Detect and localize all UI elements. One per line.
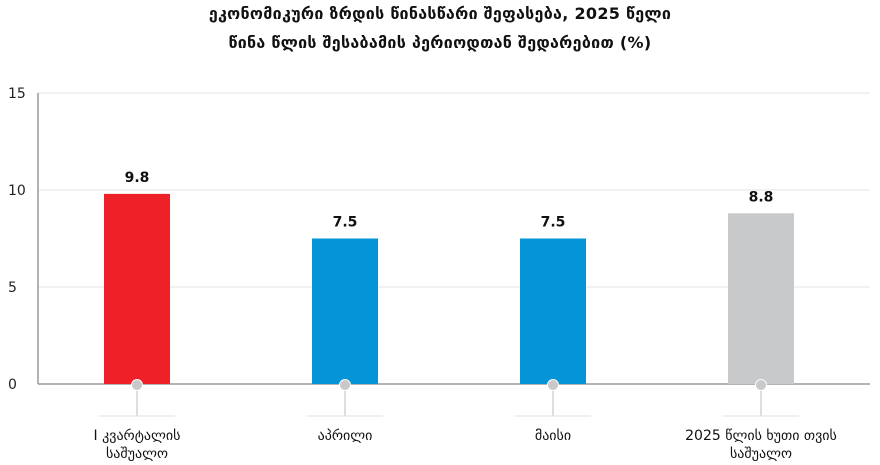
category-marker	[755, 379, 767, 391]
y-tick-label: 10	[8, 183, 26, 199]
x-tick-label: საშუალო	[106, 446, 168, 462]
bar	[520, 238, 586, 384]
x-tick-label: აპრილი	[318, 427, 373, 444]
data-label: 8.8	[749, 189, 774, 205]
x-tick-label: მაისი	[535, 428, 571, 444]
y-tick-label: 15	[8, 86, 26, 102]
x-tick-label: I კვარტალის	[94, 427, 181, 444]
chart-title-line-1: ეკონომიკური ზრდის წინასწარი შეფასება, 20…	[208, 4, 672, 23]
chart-title-line-2: წინა წლის შესაბამის პერიოდთან შედარებით …	[228, 33, 652, 52]
bar	[312, 238, 378, 384]
category-marker	[547, 379, 559, 391]
x-tick-label: საშუალო	[730, 446, 792, 462]
y-tick-label: 5	[8, 280, 17, 296]
data-label: 9.8	[125, 170, 150, 186]
x-tick-label: 2025 წლის ხუთი თვის	[685, 428, 837, 444]
data-label: 7.5	[333, 215, 358, 231]
category-marker	[339, 379, 351, 391]
y-tick-label: 0	[8, 377, 17, 393]
bar	[104, 193, 170, 384]
category-marker	[131, 379, 143, 391]
data-label: 7.5	[541, 215, 566, 231]
bar	[728, 213, 794, 384]
